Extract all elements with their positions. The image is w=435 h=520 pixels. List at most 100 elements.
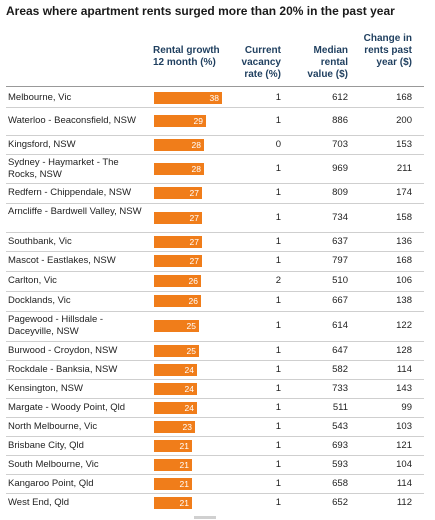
chart-title: Areas where apartment rents surged more …	[6, 4, 395, 18]
area-label: Docklands, Vic	[8, 295, 71, 306]
area-label: Waterloo - Beaconsfield, NSW	[8, 115, 136, 126]
growth-bar: 28	[154, 163, 204, 175]
table-row: Margate - Woody Point, Qld 24 1 511 99	[6, 398, 424, 417]
growth-bar: 26	[154, 295, 201, 307]
table-row: Kensington, NSW 24 1 733 143	[6, 379, 424, 398]
row-divider	[6, 107, 424, 108]
change-value: 136	[396, 236, 412, 247]
area-label: Arncliffe - Bardwell Valley, NSW	[8, 206, 142, 217]
change-value: 153	[396, 139, 412, 150]
vacancy-value: 1	[275, 187, 281, 198]
growth-bar: 27	[154, 255, 202, 267]
growth-bar: 28	[154, 139, 204, 151]
median-value: 667	[332, 295, 348, 306]
table-row: Sydney - Haymarket - The Rocks, NSW 28 1 96…	[6, 154, 424, 183]
growth-value: 24	[184, 403, 194, 413]
median-value: 647	[332, 345, 348, 356]
change-value: 122	[396, 320, 412, 331]
growth-bar: 24	[154, 364, 197, 376]
growth-bar: 24	[154, 383, 197, 395]
growth-value: 27	[189, 188, 199, 198]
row-divider	[6, 417, 424, 418]
growth-bar: 27	[154, 212, 202, 224]
growth-bar: 27	[154, 236, 202, 248]
row-divider	[6, 271, 424, 272]
growth-bar: 21	[154, 478, 192, 490]
growth-value: 21	[179, 498, 189, 508]
row-divider	[6, 360, 424, 361]
vacancy-value: 1	[275, 115, 281, 126]
growth-bar: 27	[154, 187, 202, 199]
row-divider	[6, 379, 424, 380]
change-value: 106	[396, 275, 412, 286]
table-row: Melbourne, Vic 38 1 612 168	[6, 88, 424, 107]
header-growth: Rental growth 12 month (%)	[153, 45, 220, 68]
area-label: Sydney - Haymarket - The Rocks, NSW	[8, 157, 119, 180]
median-value: 809	[332, 187, 348, 198]
growth-bar: 29	[154, 115, 206, 127]
area-label: Kangaroo Point, Qld	[8, 478, 94, 489]
vacancy-value: 1	[275, 255, 281, 266]
area-label: Melbourne, Vic	[8, 92, 72, 103]
median-value: 582	[332, 364, 348, 375]
area-label: Kensington, NSW	[8, 383, 83, 394]
row-divider	[6, 436, 424, 437]
row-divider	[6, 398, 424, 399]
row-divider	[6, 493, 424, 494]
median-value: 543	[332, 421, 348, 432]
median-value: 652	[332, 497, 348, 508]
table-row: Brisbane City, Qld 21 1 693 121	[6, 436, 424, 455]
growth-bar: 24	[154, 402, 197, 414]
table-row: Southbank, Vic 27 1 637 136	[6, 232, 424, 251]
area-label: Southbank, Vic	[8, 236, 72, 247]
header-vacancy: Current vacancy rate (%)	[241, 45, 281, 80]
table-row: Kangaroo Point, Qld 21 1 658 114	[6, 474, 424, 493]
area-label: Carlton, Vic	[8, 275, 57, 286]
area-label: Burwood - Croydon, NSW	[8, 345, 118, 356]
vacancy-value: 1	[275, 320, 281, 331]
change-value: 174	[396, 187, 412, 198]
growth-value: 21	[179, 479, 189, 489]
vacancy-value: 1	[275, 236, 281, 247]
header-rule	[6, 86, 424, 87]
median-value: 658	[332, 478, 348, 489]
vacancy-value: 1	[275, 478, 281, 489]
area-label: Margate - Woody Point, Qld	[8, 402, 126, 413]
table-row: Mascot - Eastlakes, NSW 27 1 797 168	[6, 251, 424, 271]
change-value: 104	[396, 459, 412, 470]
table-row: Rockdale - Banksia, NSW 24 1 582 114	[6, 360, 424, 379]
median-value: 612	[332, 92, 348, 103]
median-value: 886	[332, 115, 348, 126]
growth-bar: 25	[154, 320, 199, 332]
row-divider	[6, 154, 424, 155]
vacancy-value: 1	[275, 345, 281, 356]
header-change: Change in rents past year ($)	[363, 33, 412, 68]
change-value: 112	[396, 497, 412, 508]
growth-value: 26	[188, 296, 198, 306]
growth-value: 27	[189, 213, 199, 223]
growth-value: 21	[179, 441, 189, 451]
area-label: Kingsford, NSW	[8, 139, 76, 150]
area-label: North Melbourne, Vic	[8, 421, 98, 432]
growth-value: 24	[184, 384, 194, 394]
median-value: 734	[332, 212, 348, 223]
table-row: South Melbourne, Vic 21 1 593 104	[6, 455, 424, 474]
growth-value: 38	[209, 93, 219, 103]
vacancy-value: 1	[275, 212, 281, 223]
area-label: Rockdale - Banksia, NSW	[8, 364, 118, 375]
vacancy-value: 1	[275, 163, 281, 174]
table-row: West End, Qld 21 1 652 112	[6, 493, 424, 512]
vacancy-value: 1	[275, 295, 281, 306]
change-value: 211	[396, 163, 412, 174]
change-value: 103	[396, 421, 412, 432]
vacancy-value: 2	[275, 275, 281, 286]
median-value: 969	[332, 163, 348, 174]
median-value: 703	[332, 139, 348, 150]
vacancy-value: 1	[275, 402, 281, 413]
area-label: Brisbane City, Qld	[8, 440, 84, 451]
table-row: Waterloo - Beaconsfield, NSW 29 1 886 200	[6, 107, 424, 135]
median-value: 614	[332, 320, 348, 331]
area-label: South Melbourne, Vic	[8, 459, 99, 470]
growth-value: 27	[189, 237, 199, 247]
